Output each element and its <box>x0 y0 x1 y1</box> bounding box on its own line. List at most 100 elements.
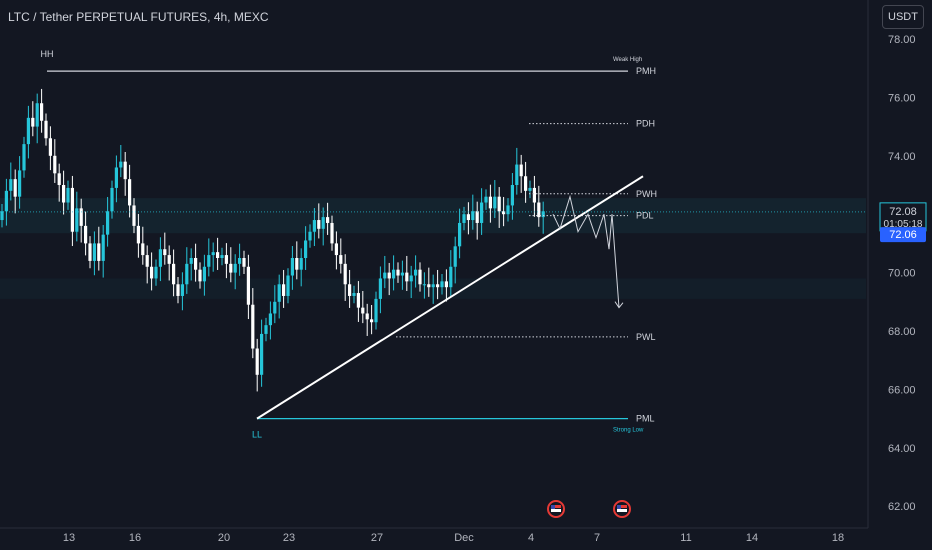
candle-body <box>400 272 404 276</box>
candle-body <box>75 208 79 232</box>
candle-body <box>48 138 52 156</box>
level-label-pwh: PWH <box>636 189 657 199</box>
candle-body <box>4 190 8 212</box>
y-tick-label: 78.00 <box>888 34 916 46</box>
level-label-pmh: PMH <box>636 66 656 76</box>
candle-body <box>409 275 413 282</box>
candle-body <box>510 185 514 206</box>
candle-body <box>150 266 154 279</box>
candle-body <box>242 258 246 267</box>
candle-body <box>515 164 519 185</box>
candle-body <box>264 325 268 334</box>
level-label-pdl: PDL <box>636 211 654 221</box>
candle-body <box>202 266 206 282</box>
candle-body <box>524 176 528 191</box>
pivot-label-hh: HH <box>41 49 54 59</box>
candle-body <box>387 272 391 279</box>
candle-body <box>238 258 242 264</box>
candle-body <box>537 202 541 218</box>
candle-body <box>348 284 352 296</box>
candle-body <box>233 263 237 273</box>
candle-body <box>260 333 264 375</box>
candle-body <box>114 167 118 188</box>
candle-body <box>286 275 290 296</box>
candle-body <box>352 293 356 296</box>
candle-body <box>66 187 70 203</box>
candle-body <box>167 255 171 264</box>
candle-body <box>44 120 48 139</box>
chart-title: LTC / Tether PERPETUAL FUTURES, 4h, MEXC <box>8 10 269 24</box>
last-price-value: 72.06 <box>889 229 917 241</box>
candle-body <box>290 258 294 276</box>
resistance-zone <box>0 198 866 234</box>
candle-body <box>312 220 316 232</box>
currency-button[interactable]: USDT <box>882 5 924 29</box>
x-tick-label: 11 <box>680 532 691 544</box>
projection-path[interactable] <box>552 194 620 308</box>
candle-body <box>136 225 140 244</box>
candle-body <box>484 196 488 203</box>
candle-body <box>321 217 325 229</box>
candle-body <box>97 243 101 261</box>
candle-body <box>378 278 382 299</box>
candle-body <box>396 269 400 276</box>
projection-arrowhead <box>614 301 624 309</box>
candle-body <box>35 103 39 127</box>
candle-body <box>79 208 83 226</box>
ascending-trendline[interactable] <box>256 175 644 420</box>
candle-body <box>194 258 198 270</box>
candle-body <box>62 185 66 203</box>
candle-body <box>330 222 334 244</box>
candle-body <box>180 284 184 296</box>
last-price-tag <box>880 227 926 243</box>
candle-body <box>317 220 321 229</box>
candle-body <box>224 255 228 264</box>
candle-body <box>506 205 510 215</box>
candle-body <box>31 117 35 127</box>
candle-body <box>453 246 457 267</box>
x-tick-label: Dec <box>454 532 474 544</box>
candle-body <box>189 258 193 264</box>
candle-body <box>119 161 123 168</box>
candle-body <box>268 313 272 326</box>
x-tick-label: 23 <box>283 532 295 544</box>
flag-stripe <box>551 509 561 512</box>
candle-body <box>462 214 466 223</box>
candle-body <box>334 243 338 256</box>
candle-body <box>176 284 180 296</box>
candle-body <box>229 263 233 273</box>
candle-body <box>361 307 365 314</box>
candle-body <box>532 187 536 203</box>
candle-body <box>123 161 127 180</box>
candle-body <box>158 249 162 267</box>
candle-body <box>185 263 189 285</box>
candle-body <box>431 284 435 288</box>
x-tick-label: 13 <box>63 532 75 544</box>
candle-body <box>471 211 475 221</box>
candle-body <box>277 284 281 302</box>
candle-body <box>295 258 299 270</box>
y-tick-label: 68.00 <box>888 326 916 338</box>
flag-stripe <box>617 509 627 512</box>
candle-body <box>449 266 453 288</box>
candle-body <box>88 243 92 261</box>
candle-body <box>339 255 343 264</box>
candle-body <box>308 231 312 241</box>
x-tick-label: 14 <box>746 532 758 544</box>
candle-body <box>458 222 462 247</box>
candle-body <box>22 144 26 171</box>
candle-body <box>304 240 308 258</box>
candle-body <box>255 348 259 375</box>
candle-body <box>374 298 378 323</box>
candle-body <box>370 319 374 323</box>
candle-body <box>365 313 369 320</box>
candle-body <box>480 202 484 223</box>
y-tick-label: 62.00 <box>888 501 916 513</box>
candle-body <box>383 272 387 279</box>
candle-body <box>427 284 431 288</box>
candle-body <box>57 173 61 185</box>
candle-body <box>145 255 149 267</box>
y-tick-label: 64.00 <box>888 443 916 455</box>
y-tick-label: 74.00 <box>888 151 916 163</box>
